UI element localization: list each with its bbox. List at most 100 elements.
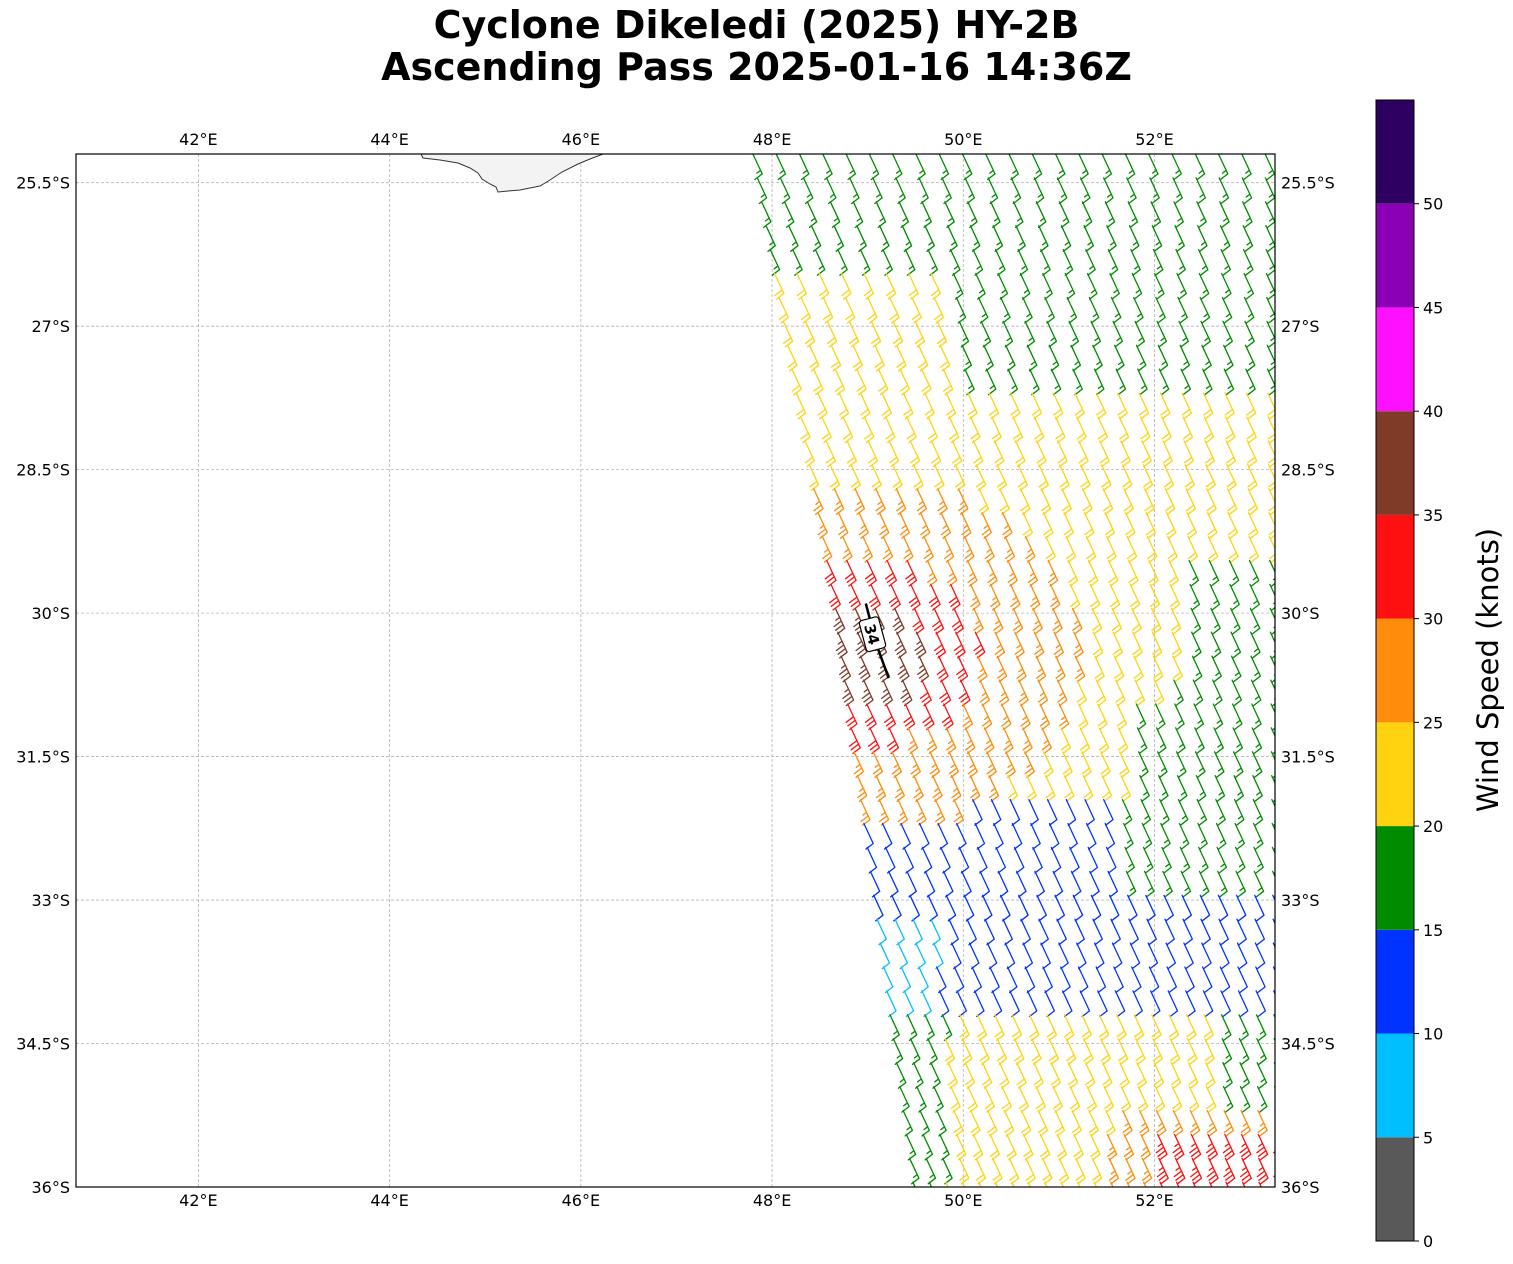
wind-barb [875,775,887,802]
wind-barb [1042,966,1053,994]
wind-barb [1241,154,1252,181]
wind-barb [1140,798,1152,826]
title-block: Cyclone Dikeledi (2025) HY-2B Ascending … [0,4,1513,88]
wind-barb [1183,942,1194,970]
wind-barb [1196,201,1207,229]
wind-barb [953,631,966,659]
wind-barb [1103,177,1114,205]
wind-barb [1256,1085,1268,1113]
wind-barb [1235,894,1247,922]
wind-barb [1074,392,1085,420]
wind-barb [1128,918,1139,946]
wind-barb [1079,177,1091,205]
wind-barb [937,488,948,515]
wind-barb [900,679,913,707]
wind-barb [1073,631,1084,659]
lat-tick-label-right: 27°S [1281,317,1320,336]
wind-barb [1104,822,1116,850]
wind-barb [864,703,877,731]
wind-barb [1116,1014,1127,1042]
wind-barb [1083,225,1095,252]
wind-barb [956,655,969,683]
wind-barb [1149,990,1161,1018]
wind-barb [1027,1181,1032,1187]
wind-barb [878,512,890,539]
wind-barb [1063,512,1075,539]
wind-barb [1139,416,1151,444]
wind-barb [1240,1109,1251,1137]
wind-barb [1232,727,1244,755]
wind-barb [1070,344,1082,372]
wind-barb [1063,775,1075,802]
wind-barb [1120,1085,1132,1113]
wind-barb [1080,464,1091,492]
wind-barb [1032,846,1043,874]
wind-barb [1042,272,1053,300]
wind-barb [1091,607,1103,635]
lat-tick-label-left: 27°S [31,317,70,336]
wind-barb [1273,1085,1275,1089]
wind-barb [1001,512,1013,539]
wind-barb [1220,1014,1232,1042]
wind-barb [1141,1157,1153,1185]
wind-barb [1107,559,1119,587]
wind-barb [1167,990,1179,1018]
wind-barb [928,1181,933,1187]
wind-barb [1135,703,1147,731]
wind-barb [1120,775,1132,802]
wind-barb [1141,440,1152,468]
wind-barb [848,320,860,348]
wind-barb [1256,1038,1267,1065]
wind-barb [830,344,842,372]
wind-barb [1048,344,1060,372]
wind-barb [926,559,938,587]
wind-barb [787,344,798,372]
wind-barb [1153,1062,1165,1089]
wind-barb [1123,1133,1135,1161]
wind-barb [907,727,919,755]
wind-barb [1217,154,1229,181]
wind-barb [1132,990,1143,1018]
wind-barb [1198,272,1210,300]
wind-barb [1270,679,1275,707]
wind-barb [1247,512,1259,539]
wind-barb [1205,1133,1218,1161]
wind-barb [1058,201,1070,229]
wind-barb [1230,655,1242,683]
wind-barb [834,368,846,396]
lon-tick-label-top: 52°E [1135,130,1173,149]
wind-barb [926,727,938,755]
wind-barb [1069,846,1080,874]
wind-barb [778,296,789,324]
wind-barb [1220,248,1232,276]
wind-barb [800,416,811,444]
wind-barb [1207,535,1219,563]
lat-tick-label-right: 30°S [1281,604,1320,623]
wind-barb [1133,655,1144,683]
wind-barb [994,1181,999,1187]
wind-barb [892,607,905,635]
wind-barb [1058,1157,1070,1185]
wind-barb [783,201,795,229]
wind-barb [1223,344,1234,372]
wind-barb [1087,846,1099,874]
wind-barb [1253,870,1265,898]
wind-barb [936,655,949,683]
wind-barb [1137,368,1148,396]
wind-barb [891,751,903,778]
wind-barb [1190,1157,1203,1185]
wind-barb [950,775,962,802]
wind-barb [1201,942,1212,970]
wind-barb [1266,344,1275,372]
wind-barb [821,535,833,563]
wind-barb [1248,535,1260,563]
wind-barb [837,512,849,539]
colorbar-bin [1376,514,1414,619]
colorbar-tick-label: 25 [1423,713,1443,732]
colorbar-bin [1376,411,1414,515]
wind-barb [1125,1157,1136,1185]
wind-barb [1139,775,1150,802]
wind-barb [822,154,833,181]
wind-barb [1086,1085,1098,1113]
contour-label: 34 [858,616,887,653]
